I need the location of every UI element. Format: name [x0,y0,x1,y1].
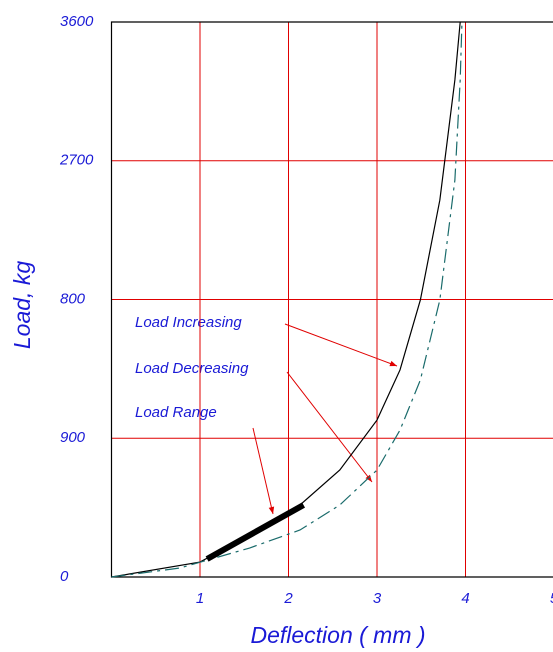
y-tick-label: 900 [60,429,86,446]
x-tick-label: 3 [373,590,382,607]
y-tick-label: 2700 [59,152,94,169]
series-line [111,21,463,578]
x-tick-label: 4 [461,590,469,607]
y-axis-title: Load, kg [9,261,35,349]
y-tick-label: 0 [60,568,69,585]
annotation-arrow [252,427,275,515]
annotation: Load Increasing [135,314,242,331]
annotation: Load Range [135,404,217,421]
y-tick-label: 3600 [60,13,94,30]
annotation: Load Decreasing [135,360,249,377]
axes [110,21,553,578]
x-axis-title: Deflection ( mm ) [250,622,425,648]
series-line [205,502,306,562]
annotation-arrow [284,323,398,367]
x-tick-label: 1 [196,590,204,607]
annotation-arrow [286,371,373,483]
y-tick-label: 800 [60,290,86,307]
x-tick-label: 5 [550,590,553,607]
x-tick-label: 2 [283,590,293,607]
